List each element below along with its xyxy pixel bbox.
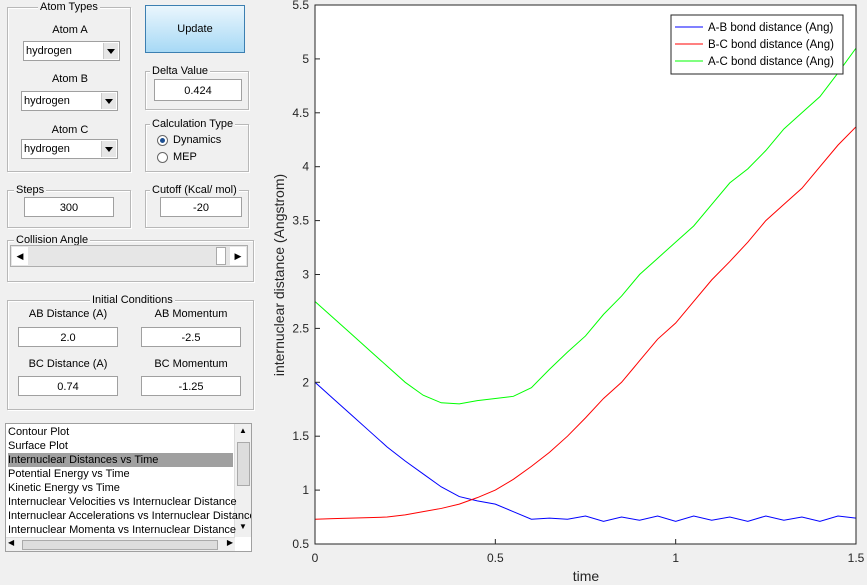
legend-label: B-C bond distance (Ang) <box>708 39 834 51</box>
label: Atom C <box>51 124 89 136</box>
calc-type-panel: Calculation Type <box>145 118 249 172</box>
scroll-left[interactable]: ◀ <box>8 538 15 547</box>
x-tick-label: 1.5 <box>848 551 865 565</box>
radio-button[interactable] <box>157 135 168 146</box>
legend-label: A-C bond distance (Ang) <box>708 56 834 68</box>
scroll-thumb[interactable] <box>22 540 218 550</box>
panel-title: Calculation Type <box>150 118 236 130</box>
update-button[interactable]: Update <box>145 5 245 53</box>
y-tick-label: 1.5 <box>292 429 309 443</box>
y-tick-label: 1 <box>302 483 309 497</box>
atom-c-select[interactable]: hydrogen <box>21 139 118 159</box>
radio-label: MEP <box>173 151 197 163</box>
select-value: hydrogen <box>24 95 70 107</box>
y-tick-label: 4 <box>302 160 309 174</box>
slider-right-arrow[interactable]: ▶ <box>230 247 246 265</box>
panel-title: Initial Conditions <box>90 294 175 306</box>
series-line <box>314 381 857 522</box>
x-axis-label: time <box>573 568 600 584</box>
y-tick-label: 0.5 <box>292 537 309 551</box>
chart: time internuclear distance (Angstrom) A-… <box>271 0 865 584</box>
radio-label: Dynamics <box>173 134 222 146</box>
vertical-scrollbar[interactable]: ▲ ▼ <box>234 424 251 537</box>
y-tick-label: 4.5 <box>292 106 309 120</box>
panel-title: Steps <box>14 184 47 196</box>
label: Atom B <box>51 73 89 85</box>
steps-input[interactable]: 300 <box>24 197 114 217</box>
x-tick-label: 0.5 <box>487 551 504 565</box>
scroll-thumb[interactable] <box>237 442 250 486</box>
series-line <box>314 126 857 520</box>
y-tick-label: 3.5 <box>292 214 309 228</box>
bc-momentum-input[interactable]: -1.25 <box>141 376 241 396</box>
y-tick-label: 2 <box>302 375 309 389</box>
list-item[interactable]: Internuclear Velocities vs Internuclear … <box>8 496 237 508</box>
angle-panel: Collision Angle <box>7 234 254 282</box>
atom-a-select[interactable]: hydrogen <box>23 41 120 61</box>
cutoff-input[interactable]: -20 <box>160 197 242 217</box>
y-axis-label: internuclear distance (Angstrom) <box>271 174 287 376</box>
panel-title: Collision Angle <box>14 234 91 246</box>
delta-panel: Delta Value <box>145 65 249 110</box>
label: Atom A <box>52 24 88 36</box>
cutoff-panel: Cutoff (Kcal/ mol) <box>145 184 249 228</box>
list-item[interactable]: Internuclear Momenta vs Internuclear Dis… <box>8 524 237 536</box>
ab-momentum-input[interactable]: -2.5 <box>141 327 241 347</box>
plot-area <box>315 5 856 544</box>
y-tick-label: 5.5 <box>292 0 309 12</box>
y-tick-label: 5 <box>302 52 309 66</box>
atom-b-select[interactable]: hydrogen <box>21 91 118 111</box>
panel-title: Atom Types <box>38 1 100 13</box>
legend: A-B bond distance (Ang) B-C bond distance… <box>670 14 844 75</box>
list-item[interactable]: Internuclear Distances vs Time <box>8 453 233 467</box>
plot-listbox[interactable]: ▲ ▼ ◀ ▶ Contour Plot Surface Plot Internuc… <box>5 423 252 552</box>
ab-distance-input[interactable]: 2.0 <box>18 327 118 347</box>
label: BC Momentum <box>154 358 228 370</box>
x-tick-label: 1 <box>672 551 679 565</box>
slider-left-arrow[interactable]: ◀ <box>12 247 28 265</box>
y-tick-label: 3 <box>302 268 309 282</box>
angle-slider[interactable]: ◀ ▶ <box>10 245 248 267</box>
scroll-down[interactable]: ▼ <box>239 522 247 531</box>
horizontal-scrollbar[interactable]: ◀ ▶ <box>6 537 235 551</box>
list-item[interactable]: Surface Plot <box>8 440 68 452</box>
label: AB Distance (A) <box>28 308 108 320</box>
label: BC Distance (A) <box>28 358 108 370</box>
series-line <box>314 47 857 405</box>
delta-input[interactable]: 0.424 <box>154 79 242 101</box>
panel-title: Delta Value <box>150 65 211 77</box>
plot-layer <box>314 47 857 522</box>
scroll-right[interactable]: ▶ <box>226 538 233 547</box>
atom-types-panel: Atom Types <box>7 1 131 172</box>
slider-thumb[interactable] <box>216 247 226 265</box>
select-value: hydrogen <box>24 143 70 155</box>
list-item[interactable]: Potential Energy vs Time <box>8 468 130 480</box>
list-item[interactable]: Kinetic Energy vs Time <box>8 482 120 494</box>
list-item[interactable]: Contour Plot <box>8 426 70 438</box>
initial-panel: Initial Conditions <box>7 294 254 410</box>
scroll-up[interactable]: ▲ <box>239 426 247 435</box>
radio-button[interactable] <box>157 152 168 163</box>
legend-label: A-B bond distance (Ang) <box>708 22 833 34</box>
bc-distance-input[interactable]: 0.74 <box>18 376 118 396</box>
select-value: hydrogen <box>26 45 72 57</box>
label: AB Momentum <box>154 308 228 320</box>
panel-title: Cutoff (Kcal/ mol) <box>150 184 239 196</box>
steps-panel: Steps <box>7 184 131 228</box>
list-item[interactable]: Internuclear Accelerations vs Internucle… <box>8 510 252 522</box>
x-tick-label: 0 <box>312 551 319 565</box>
y-tick-label: 2.5 <box>292 321 309 335</box>
